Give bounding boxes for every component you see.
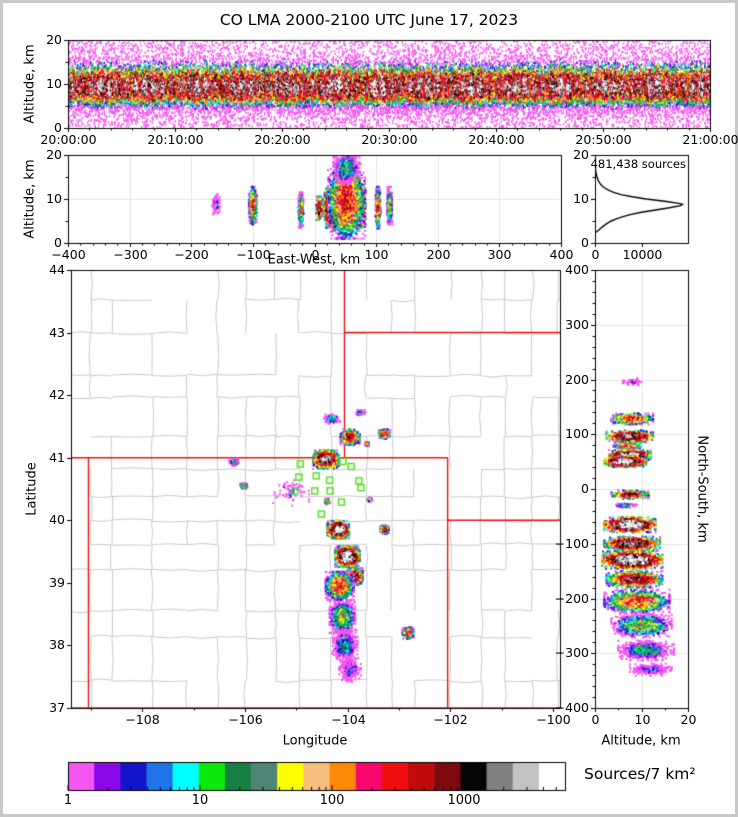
tick-label: 44 [49,261,65,277]
tick-label: 40 [49,511,65,527]
tick-label: 20:40:00 [468,132,525,147]
tick-label: 200 [426,247,451,262]
tick-label: 20:00:00 [40,132,97,147]
ns-x-axis-label: Altitude, km [601,733,681,749]
tick-label: 10 [573,190,589,206]
tick-label: 0 [591,712,600,727]
tick-label: −400 [51,247,86,262]
tick-label: 10 [46,190,62,206]
tick-label: 0 [54,234,62,250]
tick-label: 20:30:00 [361,132,418,147]
tick-label: 100 [319,793,345,808]
tick-label: 39 [49,574,65,590]
tick-label: 20:10:00 [147,132,204,147]
tick-label: −400 [554,699,589,715]
tick-label: 10 [191,793,209,808]
tick-label: −200 [174,247,209,262]
source-count-annotation: 481,438 sources [590,157,686,171]
ns-right-axis-label: North-South, km [694,435,710,543]
tick-label: 10 [634,712,651,727]
tick-label: −108 [125,712,160,727]
tick-label: 0 [54,119,62,135]
tick-label: 300 [565,316,589,332]
tick-label: 37 [49,699,65,715]
tick-label: −300 [554,644,589,660]
tick-label: 10 [46,75,62,91]
tick-label: 38 [49,636,65,652]
tick-label: 10000 [622,247,663,262]
tick-label: −100 [554,535,589,551]
tick-label: −104 [331,712,366,727]
map-y-axis-label: Latitude [24,462,40,516]
tick-label: −106 [228,712,263,727]
tick-label: 41 [49,449,65,465]
tick-label: 20 [680,712,697,727]
colorbar-label: Sources/7 km² [584,765,696,783]
tick-label: 21:00:00 [682,132,738,147]
tick-label: 100 [364,247,389,262]
tick-label: 42 [49,386,65,402]
tick-label: 400 [565,261,589,277]
tick-label: 200 [565,371,589,387]
tick-label: 300 [487,247,512,262]
tick-label: 20 [573,146,589,162]
tick-label: 20:20:00 [254,132,311,147]
tick-label: 20 [46,31,62,47]
tick-label: 20 [46,146,62,162]
figure-title: CO LMA 2000-2100 UTC June 17, 2023 [219,11,519,29]
tick-label: 1000 [447,793,481,808]
tick-label: −100 [536,712,571,727]
tick-label: 43 [49,324,65,340]
tick-label: 100 [565,425,589,441]
tick-label: −102 [433,712,468,727]
tick-label: −300 [113,247,148,262]
tick-label: −100 [236,247,271,262]
tick-label: 0 [581,480,589,496]
tick-label: 1 [63,793,73,808]
tick-label: 20:50:00 [575,132,632,147]
tick-label: 0 [591,247,600,262]
tick-label: −200 [554,590,589,606]
tick-label: 400 [549,247,574,262]
tick-label: 0 [581,234,589,250]
map-x-axis-label: Longitude [282,733,348,749]
tick-label: 0 [311,247,320,262]
ew-x-axis-label: East-West, km [267,252,361,268]
